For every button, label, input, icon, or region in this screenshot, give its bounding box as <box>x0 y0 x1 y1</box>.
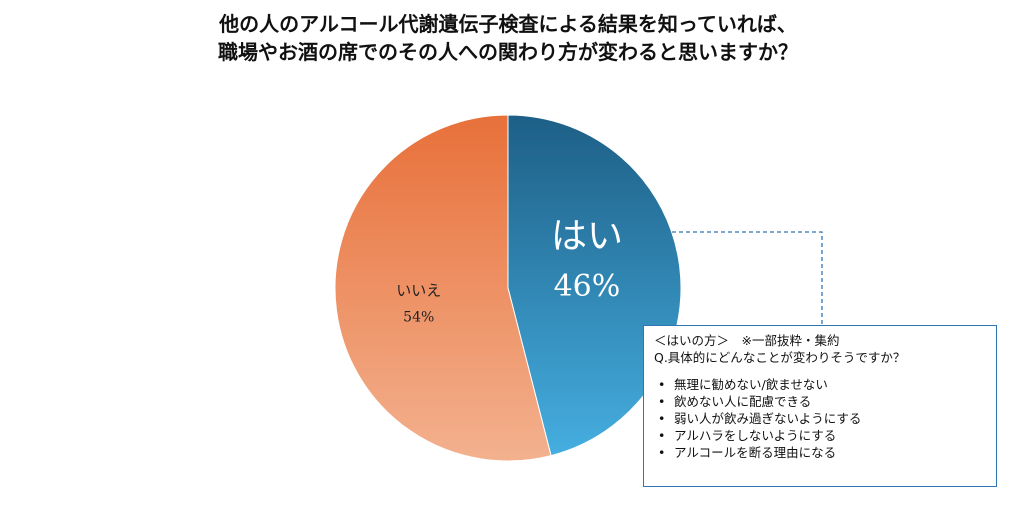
callout-item: アルコールを断る理由になる <box>654 444 986 461</box>
chart-title: 他の人のアルコール代謝遺伝子検査による結果を知っていれば、 職場やお酒の席でのそ… <box>0 10 1016 66</box>
callout-header: ＜はいの方＞ ※一部抜粋・集約 <box>654 333 840 348</box>
slice-label-no: いいえ <box>396 281 441 299</box>
chart-title-line-1: 他の人のアルコール代謝遺伝子検査による結果を知っていれば、 <box>219 12 797 36</box>
callout-box: ＜はいの方＞ ※一部抜粋・集約 Q.具体的にどんなことが変わりそうですか？ 無理… <box>643 325 997 487</box>
callout-item: 弱い人が飲み過ぎないようにする <box>654 410 986 427</box>
pie-slice-no <box>334 114 552 462</box>
callout-item: アルハラをしないようにする <box>654 427 986 444</box>
callout-list: 無理に勧めない/飲ませない 飲めない人に配慮できる 弱い人が飲み過ぎないようにす… <box>654 376 986 461</box>
callout-leader-path <box>672 231 823 325</box>
callout-question: Q.具体的にどんなことが変わりそうですか？ <box>654 350 906 365</box>
slice-value-yes: 46% <box>554 269 621 304</box>
callout-leader-line <box>672 231 823 325</box>
callout-item: 飲めない人に配慮できる <box>654 393 986 410</box>
slice-value-no: 54% <box>403 309 434 325</box>
callout-item: 無理に勧めない/飲ませない <box>654 376 986 393</box>
pie-slice-yes <box>507 114 682 457</box>
chart-title-line-2: 職場やお酒の席でのその人への関わり方が変わると思いますか？ <box>218 40 798 64</box>
slice-label-yes: はい <box>551 216 623 257</box>
